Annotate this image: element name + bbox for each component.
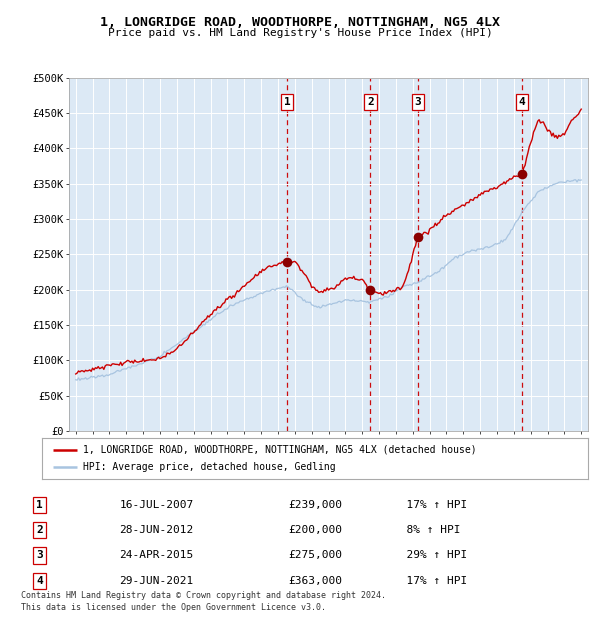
- Text: 24-APR-2015: 24-APR-2015: [119, 551, 194, 560]
- Text: 3: 3: [36, 551, 43, 560]
- Text: 3: 3: [415, 97, 421, 107]
- Text: 17% ↑ HPI: 17% ↑ HPI: [393, 500, 467, 510]
- Text: £275,000: £275,000: [289, 551, 343, 560]
- Text: £200,000: £200,000: [289, 525, 343, 535]
- Text: 2: 2: [36, 525, 43, 535]
- Text: 1, LONGRIDGE ROAD, WOODTHORPE, NOTTINGHAM, NG5 4LX: 1, LONGRIDGE ROAD, WOODTHORPE, NOTTINGHA…: [100, 16, 500, 29]
- Text: 1, LONGRIDGE ROAD, WOODTHORPE, NOTTINGHAM, NG5 4LX (detached house): 1, LONGRIDGE ROAD, WOODTHORPE, NOTTINGHA…: [83, 445, 476, 454]
- Text: Price paid vs. HM Land Registry's House Price Index (HPI): Price paid vs. HM Land Registry's House …: [107, 28, 493, 38]
- Text: 4: 4: [36, 576, 43, 586]
- Text: 1: 1: [36, 500, 43, 510]
- Text: 2: 2: [367, 97, 374, 107]
- Text: 8% ↑ HPI: 8% ↑ HPI: [393, 525, 461, 535]
- Text: £239,000: £239,000: [289, 500, 343, 510]
- Text: £363,000: £363,000: [289, 576, 343, 586]
- Text: 16-JUL-2007: 16-JUL-2007: [119, 500, 194, 510]
- Text: Contains HM Land Registry data © Crown copyright and database right 2024.: Contains HM Land Registry data © Crown c…: [21, 590, 386, 600]
- Text: HPI: Average price, detached house, Gedling: HPI: Average price, detached house, Gedl…: [83, 463, 335, 472]
- Text: 28-JUN-2012: 28-JUN-2012: [119, 525, 194, 535]
- Text: 29% ↑ HPI: 29% ↑ HPI: [393, 551, 467, 560]
- Text: 17% ↑ HPI: 17% ↑ HPI: [393, 576, 467, 586]
- Text: 4: 4: [519, 97, 526, 107]
- Text: 1: 1: [284, 97, 290, 107]
- Text: 29-JUN-2021: 29-JUN-2021: [119, 576, 194, 586]
- Text: This data is licensed under the Open Government Licence v3.0.: This data is licensed under the Open Gov…: [21, 603, 326, 612]
